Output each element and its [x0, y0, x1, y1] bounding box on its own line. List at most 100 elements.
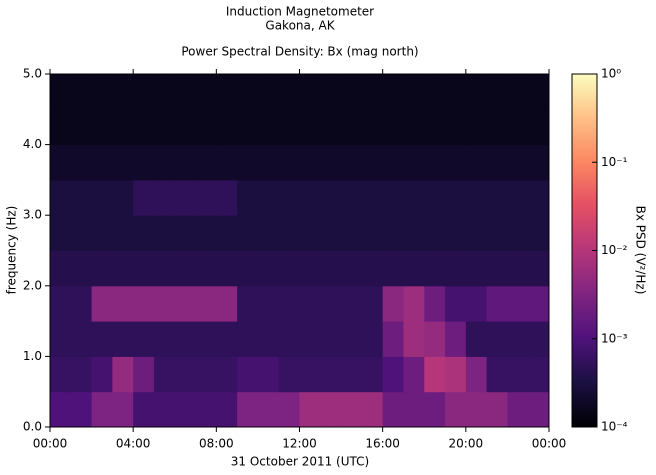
- heatmap-cell: [257, 356, 280, 393]
- heatmap-cell: [195, 250, 217, 287]
- heatmap-cell: [403, 109, 425, 146]
- heatmap-cell: [133, 215, 155, 251]
- heatmap-cell: [382, 285, 404, 322]
- heatmap-cell: [465, 250, 488, 287]
- heatmap-cell: [403, 215, 425, 251]
- heatmap-cell: [361, 391, 384, 428]
- heatmap-cell: [465, 321, 488, 357]
- heatmap-cell: [341, 321, 363, 357]
- heatmap-cell: [445, 144, 467, 181]
- heatmap-cell: [153, 321, 176, 357]
- heatmap-cell: [486, 74, 508, 110]
- heatmap-cell: [50, 321, 72, 357]
- heatmap-cell: [424, 356, 446, 393]
- heatmap-cell: [341, 391, 363, 428]
- heatmap-cell: [133, 285, 155, 322]
- heatmap-cell: [133, 179, 155, 216]
- heatmap-cell: [153, 356, 176, 393]
- heatmap-cell: [133, 74, 155, 110]
- heatmap-cell: [445, 74, 467, 110]
- heatmap-cell: [486, 109, 508, 146]
- heatmap-cell: [403, 356, 425, 393]
- heatmap-cell: [257, 321, 280, 357]
- heatmap-cell: [257, 391, 280, 428]
- heatmap-cell: [216, 109, 238, 146]
- heatmap-cell: [341, 215, 363, 251]
- heatmap-cell: [465, 109, 488, 146]
- heatmap-cell: [70, 179, 93, 216]
- heatmap-cell: [50, 250, 72, 287]
- heatmap-cell: [361, 321, 384, 357]
- heatmap-cell: [133, 321, 155, 357]
- heatmap-cell: [174, 109, 197, 146]
- heatmap-cell: [486, 285, 508, 322]
- heatmap-cell: [257, 250, 280, 287]
- heatmap-cell: [341, 250, 363, 287]
- heatmap-cell: [278, 285, 300, 322]
- heatmap-cell: [528, 144, 550, 181]
- heatmap-cell: [507, 356, 529, 393]
- heatmap-cell: [403, 74, 425, 110]
- heatmap-cell: [278, 179, 300, 216]
- y-tick-label: 1.0: [23, 349, 42, 363]
- heatmap-cell: [528, 179, 550, 216]
- heatmap-cell: [424, 391, 446, 428]
- heatmap-cell: [320, 285, 342, 322]
- heatmap-cell: [528, 285, 550, 322]
- heatmap-cell: [424, 321, 446, 357]
- heatmap-cell: [257, 144, 280, 181]
- heatmap-cell: [445, 179, 467, 216]
- heatmap-cell: [299, 144, 321, 181]
- heatmap-cell: [278, 109, 300, 146]
- heatmap-cell: [174, 321, 197, 357]
- x-tick-label: 20:00: [449, 437, 484, 451]
- heatmap-cell: [133, 391, 155, 428]
- heatmap-cell: [403, 144, 425, 181]
- heatmap-cell: [174, 285, 197, 322]
- heatmap-cell: [237, 356, 259, 393]
- heatmap-cell: [237, 285, 259, 322]
- heatmap-cell: [133, 109, 155, 146]
- heatmap-cell: [361, 250, 384, 287]
- heatmap-cell: [528, 74, 550, 110]
- heatmap-cell: [465, 144, 488, 181]
- heatmap-cell: [112, 285, 134, 322]
- heatmap-cell: [112, 321, 134, 357]
- heatmap-cell: [216, 144, 238, 181]
- y-tick-label: 3.0: [23, 208, 42, 222]
- heatmap-cell: [112, 391, 134, 428]
- heatmap-cell: [112, 250, 134, 287]
- heatmap-cell: [91, 109, 113, 146]
- heatmap-cell: [361, 215, 384, 251]
- heatmap-cell: [320, 321, 342, 357]
- heatmap-cell: [237, 391, 259, 428]
- heatmap-cell: [112, 215, 134, 251]
- heatmap-cell: [195, 179, 217, 216]
- heatmap-cell: [361, 179, 384, 216]
- heatmap-cell: [70, 74, 93, 110]
- heatmap-cell: [91, 215, 113, 251]
- heatmap-cell: [195, 285, 217, 322]
- heatmap-cell: [424, 250, 446, 287]
- heatmap-cell: [174, 250, 197, 287]
- colorbar-tick-label: 10⁻⁴: [601, 420, 628, 434]
- heatmap-cell: [507, 285, 529, 322]
- heatmap-cell: [50, 285, 72, 322]
- y-tick-label: 2.0: [23, 278, 42, 292]
- heatmap-cell: [341, 356, 363, 393]
- heatmap-cell: [195, 215, 217, 251]
- colorbar-label: Bx PSD (V²/Hz): [634, 206, 648, 295]
- heatmap-cell: [299, 250, 321, 287]
- heatmap-cell: [70, 215, 93, 251]
- heatmap-cell: [528, 109, 550, 146]
- heatmap-cell: [174, 215, 197, 251]
- x-tick-label: 08:00: [199, 437, 234, 451]
- heatmap-cell: [382, 179, 404, 216]
- heatmap-cell: [507, 144, 529, 181]
- heatmap-cell: [278, 250, 300, 287]
- heatmap-cell: [465, 179, 488, 216]
- heatmap-cell: [320, 109, 342, 146]
- colorbar-tick-label: 10⁰: [601, 67, 621, 81]
- heatmap-cell: [528, 250, 550, 287]
